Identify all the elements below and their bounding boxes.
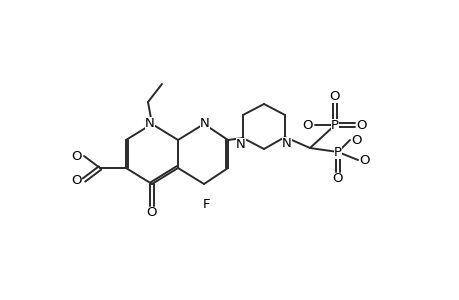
Text: O: O bbox=[359, 154, 369, 166]
Text: O: O bbox=[351, 134, 362, 146]
Text: N: N bbox=[200, 116, 209, 130]
Text: P: P bbox=[333, 146, 341, 158]
Text: O: O bbox=[72, 173, 82, 187]
Text: P: P bbox=[330, 118, 338, 131]
Text: O: O bbox=[72, 149, 82, 163]
Text: O: O bbox=[332, 172, 342, 185]
Text: O: O bbox=[356, 118, 366, 131]
Text: O: O bbox=[329, 89, 340, 103]
Text: O: O bbox=[302, 118, 313, 131]
Text: O: O bbox=[146, 206, 157, 220]
Text: N: N bbox=[235, 137, 246, 151]
Text: N: N bbox=[281, 136, 291, 149]
Text: F: F bbox=[203, 199, 210, 212]
Text: N: N bbox=[145, 116, 155, 130]
